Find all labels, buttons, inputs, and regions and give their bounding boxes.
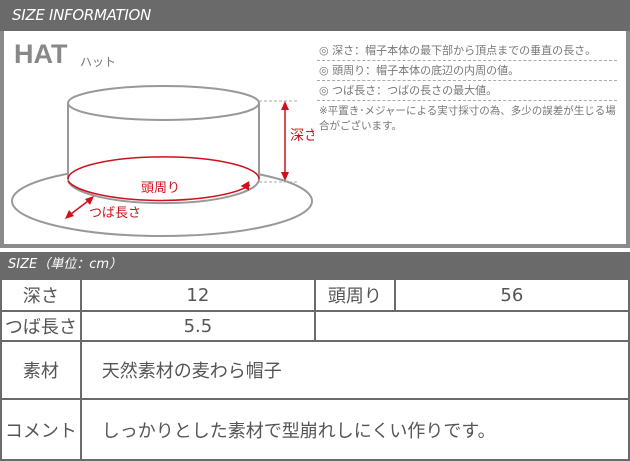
note-depth: ◎ 深さ：帽子本体の最下部から頂点までの垂直の長さ。 — [317, 41, 617, 61]
hat-diagram-panel: HAT ハット 深さ 頭周り つば長さ ◎ 深さ：帽子本体の最下部から頂点までの… — [0, 31, 630, 248]
crown-side — [67, 103, 260, 205]
hat-title: HAT — [14, 39, 68, 69]
hat-subtitle: ハット — [80, 55, 117, 69]
brim-label: つば長さ — [89, 206, 141, 221]
brim-label-cell: つば長さ — [0, 310, 82, 342]
head-circumference-line — [67, 180, 251, 202]
brim-value: 5.5 — [79, 310, 317, 342]
head-label-cell: 頭周り — [314, 278, 396, 312]
note-brim: ◎ つば長さ：つばの長さの最大値。 — [317, 81, 617, 101]
depth-label: 深さ — [290, 128, 314, 144]
comment-value: しっかりとした素材で型崩れしにくい作りです。 — [79, 398, 630, 461]
note-head: ◎ 頭周り：帽子本体の底辺の内周の値。 — [317, 61, 617, 81]
material-label-cell: 素材 — [0, 340, 82, 400]
size-information-header: SIZE INFORMATION — [0, 0, 630, 31]
table-row: 素材 天然素材の麦わら帽子 — [0, 340, 630, 400]
depth-label-cell: 深さ — [0, 278, 82, 312]
depth-value: 12 — [79, 278, 317, 312]
comment-label-cell: コメント — [0, 398, 82, 461]
table-row: コメント しっかりとした素材で型崩れしにくい作りです。 — [0, 398, 630, 461]
table-row: つば長さ 5.5 — [0, 310, 630, 342]
material-value: 天然素材の麦わら帽子 — [79, 340, 630, 400]
head-value: 56 — [393, 278, 630, 312]
head-label: 頭周り — [141, 181, 180, 196]
disclaimer: ※平置き･メジャーによる実寸採寸の為、多少の誤差が生じる場合がございます。 — [319, 105, 616, 132]
size-header: SIZE（単位：cm） — [0, 252, 630, 278]
empty-cell — [314, 310, 630, 342]
hat-illustration: 深さ 頭周り つば長さ — [11, 85, 314, 237]
measurement-notes: ◎ 深さ：帽子本体の最下部から頂点までの垂直の長さ。 ◎ 頭周り：帽子本体の底辺… — [317, 41, 617, 134]
crown-top — [67, 85, 260, 121]
table-row: 深さ 12 頭周り 56 — [0, 278, 630, 312]
size-table: 深さ 12 頭周り 56 つば長さ 5.5 素材 天然素材の麦わら帽子 コメント… — [0, 278, 630, 461]
